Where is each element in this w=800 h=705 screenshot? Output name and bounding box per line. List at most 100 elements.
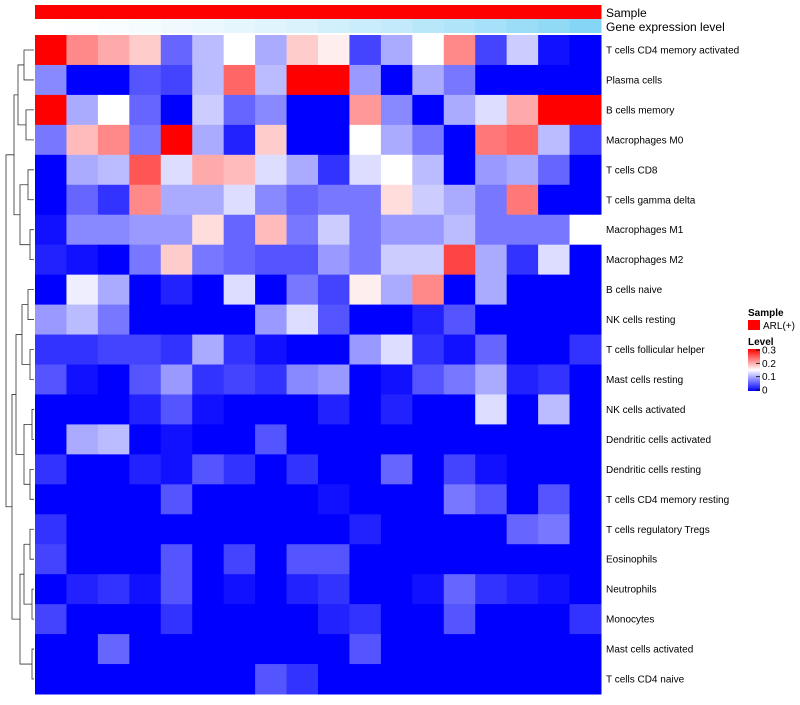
heatmap-cell <box>129 424 162 455</box>
heatmap-cell <box>160 544 193 575</box>
heatmap-cell <box>223 454 256 485</box>
heatmap-cell <box>66 64 99 96</box>
legend-sample-title: Sample <box>748 308 784 319</box>
heatmap-cell <box>129 634 162 665</box>
sample-annotation-cell <box>538 5 571 19</box>
sample-annotation-cell <box>475 5 508 19</box>
heatmap-cell <box>538 64 571 96</box>
heatmap-cell <box>538 94 571 126</box>
sample-annotation-cell <box>443 5 476 19</box>
heatmap-cell <box>160 94 193 126</box>
heatmap-cell <box>318 35 350 66</box>
heatmap-cell <box>506 64 539 96</box>
annotation-tracks <box>35 5 602 33</box>
heatmap-cell <box>506 484 539 515</box>
heatmap-cell <box>35 35 67 66</box>
heatmap-cell <box>35 634 67 665</box>
heatmap-cell <box>412 574 445 605</box>
heatmap-cell <box>192 514 225 545</box>
heatmap-cell <box>160 35 193 66</box>
heatmap-cell <box>318 154 350 186</box>
heatmap-cell <box>380 274 413 306</box>
heatmap-cell <box>318 304 350 336</box>
heatmap-cell <box>538 214 571 246</box>
heatmap-cell <box>318 544 350 575</box>
gene-expression-annotation-cell <box>349 19 382 33</box>
heatmap-cell <box>129 394 162 425</box>
heatmap-cell <box>443 124 476 156</box>
heatmap-cell <box>538 544 571 575</box>
heatmap-cell <box>380 304 413 336</box>
heatmap-cell <box>160 154 193 186</box>
row-label: T cells CD4 naive <box>606 675 685 686</box>
dendrogram-branch <box>29 528 34 560</box>
heatmap-cell <box>160 664 193 695</box>
heatmap-cell <box>192 664 225 695</box>
gene-expression-annotation-cell <box>443 19 476 33</box>
row-dendrogram <box>5 49 34 680</box>
heatmap-cell <box>255 364 288 395</box>
heatmap-cell <box>475 154 508 186</box>
heatmap-cell <box>255 244 288 276</box>
heatmap-cell <box>129 304 162 336</box>
heatmap-cell <box>569 394 602 425</box>
heatmap-cell <box>129 454 162 485</box>
gene-expression-annotation-cell <box>380 19 413 33</box>
heatmap-cell <box>223 334 256 365</box>
heatmap-cell <box>412 154 445 186</box>
heatmap-cell <box>506 214 539 246</box>
heatmap-cell <box>97 604 130 635</box>
gene-expression-annotation-cell <box>318 19 350 33</box>
heatmap-cell <box>443 484 476 515</box>
heatmap-cell <box>160 394 193 425</box>
heatmap-cell <box>223 424 256 455</box>
row-label: Mast cells activated <box>606 645 693 656</box>
heatmap-cell <box>506 604 539 635</box>
heatmap-cell <box>35 454 67 485</box>
heatmap-cell <box>286 484 319 515</box>
heatmap-cell <box>35 244 67 276</box>
row-label: B cells naive <box>606 285 663 296</box>
heatmap-cell <box>66 604 99 635</box>
heatmap-cell <box>255 64 288 96</box>
heatmap-cell <box>318 484 350 515</box>
heatmap-cell <box>475 544 508 575</box>
sample-annotation-cell <box>97 5 130 19</box>
heatmap-cell <box>475 244 508 276</box>
heatmap-cell <box>538 484 571 515</box>
heatmap-cell <box>66 574 99 605</box>
heatmap-cell <box>255 454 288 485</box>
heatmap-cell <box>286 35 319 66</box>
dendrogram-branch <box>19 184 30 246</box>
heatmap-cell <box>475 604 508 635</box>
heatmap-cell <box>97 544 130 575</box>
heatmap-cell <box>569 304 602 336</box>
heatmap-cell <box>443 604 476 635</box>
heatmap-cell <box>223 154 256 186</box>
heatmap-cell <box>35 304 67 336</box>
heatmap-cell <box>223 304 256 336</box>
heatmap-cell <box>475 184 508 216</box>
heatmap-cell <box>66 424 99 455</box>
heatmap-cell <box>160 244 193 276</box>
legend-sample-swatch <box>748 320 760 330</box>
sample-annotation-cell <box>286 5 319 19</box>
sample-annotation-cell <box>506 5 539 19</box>
heatmap-cell <box>443 334 476 365</box>
row-label: T cells follicular helper <box>606 345 705 356</box>
heatmap-cell <box>475 124 508 156</box>
heatmap-cell <box>318 364 350 395</box>
heatmap-cell <box>97 64 130 96</box>
dendrogram-branch <box>31 409 34 440</box>
heatmap-cell <box>129 544 162 575</box>
heatmap-cell <box>443 214 476 246</box>
heatmap-cell <box>349 274 382 306</box>
heatmap-cell <box>286 94 319 126</box>
heatmap-cell <box>66 664 99 695</box>
heatmap-cell <box>286 544 319 575</box>
dendrogram-branch <box>23 543 32 605</box>
heatmap-cell <box>443 664 476 695</box>
heatmap-cell <box>475 454 508 485</box>
heatmap-cell <box>318 664 350 695</box>
heatmap-cell <box>35 184 67 216</box>
